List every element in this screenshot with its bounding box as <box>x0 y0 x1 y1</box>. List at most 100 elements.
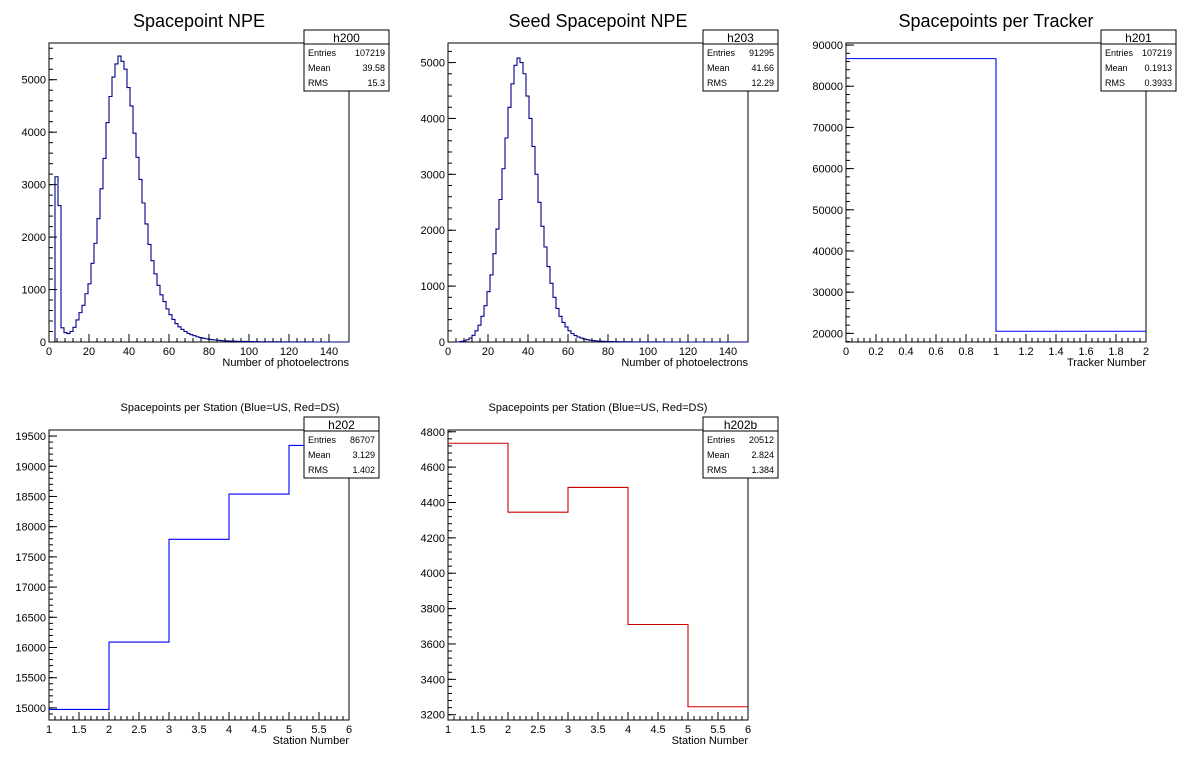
stats-key: Entries <box>707 435 736 445</box>
y-tick-label: 1000 <box>22 285 46 297</box>
x-tick-label: 5 <box>685 724 691 736</box>
x-tick-label: 0.2 <box>868 346 883 358</box>
y-tick-label: 3800 <box>421 604 445 616</box>
x-tick-label: 120 <box>679 346 697 358</box>
y-tick-label: 4200 <box>421 533 445 545</box>
stats-key: RMS <box>308 78 328 88</box>
y-tick-label: 4000 <box>22 127 46 139</box>
stats-value: 12.29 <box>751 78 774 88</box>
chart-title: Spacepoints per Station (Blue=US, Red=DS… <box>489 402 708 414</box>
y-tick-label: 4000 <box>421 113 445 125</box>
x-tick-label: 4 <box>625 724 631 736</box>
y-tick-label: 19500 <box>15 431 46 443</box>
y-tick-label: 2000 <box>421 225 445 237</box>
x-tick-label: 100 <box>639 346 657 358</box>
x-tick-label: 3 <box>565 724 571 736</box>
x-tick-label: 4 <box>226 724 232 736</box>
x-tick-label: 40 <box>522 346 534 358</box>
y-tick-label: 3000 <box>22 180 46 192</box>
y-tick-label: 40000 <box>812 246 843 258</box>
x-tick-label: 100 <box>240 346 258 358</box>
histogram-panel-h200: Spacepoint NPE 0 20 40 60 80 100 120 140 0 1000 200… <box>22 11 390 369</box>
y-tick-label: 17500 <box>15 552 46 564</box>
chart-title: Spacepoints per Tracker <box>898 11 1093 31</box>
stats-key: Mean <box>308 63 331 73</box>
y-tick-label: 3400 <box>421 674 445 686</box>
stats-key: Mean <box>308 450 331 460</box>
x-tick-label: 4.5 <box>251 724 266 736</box>
x-tick-label: 1.8 <box>1108 346 1123 358</box>
x-tick-label: 120 <box>280 346 298 358</box>
stats-value: 0.1913 <box>1144 63 1172 73</box>
x-tick-label: 2.5 <box>131 724 146 736</box>
stats-box-frame <box>1100 29 1177 92</box>
stats-box: h200 Entries 107219 Mean 39.58 RMS 15.3 <box>303 29 390 92</box>
x-tick-label: 4.5 <box>650 724 665 736</box>
x-tick-label: 2 <box>1143 346 1149 358</box>
x-tick-label: 1.2 <box>1018 346 1033 358</box>
stats-value: 20512 <box>749 435 774 445</box>
plot-frame <box>48 42 350 343</box>
x-tick-label: 1 <box>445 724 451 736</box>
x-tick-label: 1.5 <box>470 724 485 736</box>
y-tick-label: 70000 <box>812 122 843 134</box>
x-tick-label: 0 <box>46 346 52 358</box>
histogram-line <box>846 58 1146 332</box>
y-tick-label: 80000 <box>812 81 843 93</box>
stats-key: Mean <box>707 63 730 73</box>
stats-box: h202 Entries 86707 Mean 3.129 RMS 1.402 <box>303 416 380 479</box>
x-tick-label: 0.6 <box>928 346 943 358</box>
stats-name: h202b <box>724 418 758 432</box>
x-axis-label: Tracker Number <box>1067 357 1146 369</box>
stats-value: 86707 <box>350 435 375 445</box>
histogram-panel-h202: Spacepoints per Station (Blue=US, Red=DS… <box>15 402 380 747</box>
x-tick-label: 40 <box>123 346 135 358</box>
y-tick-label: 16500 <box>15 612 46 624</box>
x-tick-label: 20 <box>482 346 494 358</box>
histogram-panel-h202b: Spacepoints per Station (Blue=US, Red=DS… <box>421 402 779 747</box>
stats-value: 91295 <box>749 48 774 58</box>
stats-name: h200 <box>333 31 360 45</box>
y-tick-label: 30000 <box>812 287 843 299</box>
x-tick-label: 5 <box>286 724 292 736</box>
x-tick-label: 60 <box>163 346 175 358</box>
x-tick-label: 1 <box>46 724 52 736</box>
y-tick-label: 15500 <box>15 673 46 685</box>
x-tick-label: 2 <box>505 724 511 736</box>
x-tick-label: 140 <box>320 346 338 358</box>
stats-value: 15.3 <box>367 78 385 88</box>
y-tick-label: 5000 <box>421 58 445 70</box>
stats-value: 1.402 <box>352 465 375 475</box>
stats-value: 107219 <box>1142 48 1172 58</box>
y-tick-label: 5000 <box>22 75 46 87</box>
y-tick-label: 3600 <box>421 639 445 651</box>
y-tick-label: 4000 <box>421 568 445 580</box>
x-tick-label: 1.6 <box>1078 346 1093 358</box>
y-tick-label: 4800 <box>421 427 445 439</box>
stats-key: RMS <box>707 78 727 88</box>
stats-key: Mean <box>707 450 730 460</box>
x-tick-label: 3.5 <box>590 724 605 736</box>
x-tick-label: 60 <box>562 346 574 358</box>
y-tick-label: 1000 <box>421 281 445 293</box>
x-tick-label: 0.4 <box>898 346 913 358</box>
stats-key: Mean <box>1105 63 1128 73</box>
stats-box: h202b Entries 20512 Mean 2.824 RMS 1.384 <box>702 416 779 479</box>
x-tick-label: 80 <box>203 346 215 358</box>
histogram-line <box>448 57 748 343</box>
stats-value: 39.58 <box>362 63 385 73</box>
stats-box: h201 Entries 107219 Mean 0.1913 RMS 0.3933 <box>1100 29 1177 92</box>
histogram-panel-h201: Spacepoints per Tracker 0 0.2 0.4 0.6 0.8 1 1.2… <box>812 11 1177 369</box>
stats-box-frame <box>303 416 380 479</box>
chart-title: Spacepoint NPE <box>133 11 265 31</box>
stats-name: h203 <box>727 31 754 45</box>
x-tick-label: 3.5 <box>191 724 206 736</box>
y-tick-label: 0 <box>439 337 445 349</box>
stats-value: 107219 <box>355 48 385 58</box>
chart-title: Spacepoints per Station (Blue=US, Red=DS… <box>121 402 340 414</box>
stats-value: 41.66 <box>751 63 774 73</box>
plot-frame <box>447 42 749 343</box>
x-tick-label: 5.5 <box>311 724 326 736</box>
stats-key: RMS <box>308 465 328 475</box>
